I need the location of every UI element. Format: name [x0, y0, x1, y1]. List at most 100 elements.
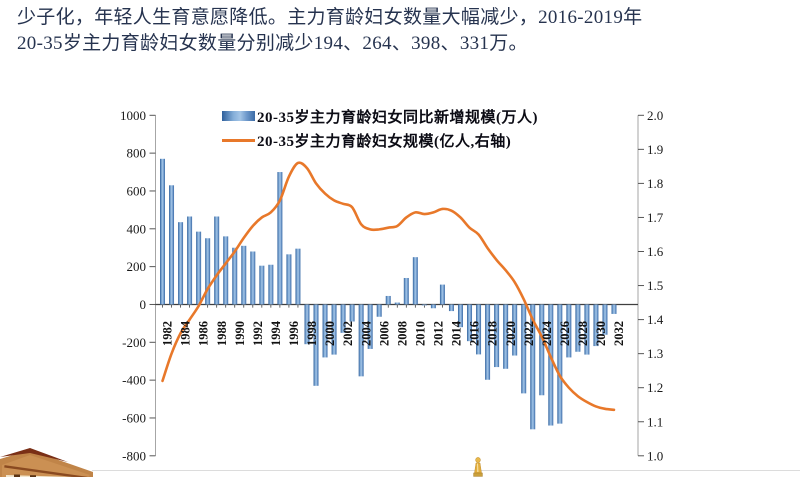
legend-row-bar: 20-35岁主力育龄妇女同比新增规模(万人) — [222, 104, 538, 128]
left-axis-tick-label: -200 — [122, 335, 146, 350]
yoy-change-bar — [385, 295, 391, 305]
yoy-change-bar — [539, 304, 545, 396]
bar-series-swatch-icon — [222, 111, 255, 121]
headline-line-1: 少子化，年轻人生育意愿降低。主力育龄妇女数量大幅减少，2016-2019年 — [17, 7, 643, 28]
x-axis-year-label: 1992 — [251, 321, 265, 346]
yoy-change-bar — [160, 158, 165, 305]
yoy-change-bar — [557, 304, 563, 424]
headline-line-2: 20-35岁主力育龄妇女数量分别减少194、264、398、331万。 — [17, 33, 528, 54]
yoy-change-bar — [530, 304, 536, 430]
yoy-change-bar — [412, 257, 418, 305]
left-axis-tick-label: -400 — [122, 373, 146, 388]
left-axis-tick-label: 400 — [127, 221, 147, 236]
yoy-change-bar — [430, 304, 436, 309]
yoy-change-bar — [286, 254, 292, 305]
women-scale-line — [161, 161, 616, 412]
x-axis-year-label: 2010 — [413, 321, 427, 346]
x-axis-year-label: 1988 — [215, 321, 229, 346]
left-axis-tick-label: 200 — [127, 259, 147, 274]
x-axis-year-label: 2020 — [504, 321, 518, 346]
yoy-change-bar — [439, 284, 445, 305]
line-series-swatch-icon — [222, 138, 255, 142]
x-axis-year-label: 2028 — [576, 321, 590, 346]
right-axis-tick-label: 1.5 — [647, 278, 663, 293]
yoy-change-bar — [178, 222, 184, 305]
yoy-change-bar — [214, 216, 220, 305]
x-axis-year-label: 2012 — [432, 321, 446, 346]
yoy-change-bar — [304, 304, 310, 345]
yoy-change-bar — [593, 304, 599, 347]
x-axis-year-label: 1998 — [305, 321, 319, 346]
yoy-change-bar — [403, 277, 409, 305]
x-axis-year-label: 2006 — [377, 321, 391, 346]
x-axis-year-label: 1990 — [233, 321, 247, 346]
yoy-change-bar — [340, 304, 346, 333]
yoy-change-bar — [349, 304, 355, 322]
yoy-change-bar — [602, 304, 608, 335]
x-axis-year-label: 2000 — [323, 321, 337, 346]
yoy-change-bar — [358, 304, 364, 377]
gold-figurine-icon — [473, 457, 483, 477]
right-axis-tick-label: 1.9 — [647, 142, 663, 157]
yoy-change-bar — [187, 216, 193, 305]
yoy-change-bar — [259, 265, 265, 305]
yoy-change-bar — [205, 238, 211, 305]
x-axis-year-label: 2026 — [558, 321, 572, 346]
x-axis-year-label: 2022 — [522, 321, 536, 346]
yoy-change-bar — [421, 304, 427, 306]
x-axis-year-label: 2014 — [450, 320, 464, 346]
yoy-change-bar — [196, 231, 202, 305]
right-axis-tick-label: 2.0 — [647, 108, 663, 123]
right-axis-tick-label: 1.7 — [647, 210, 664, 225]
yoy-change-bar — [268, 264, 274, 305]
yoy-change-bar — [223, 236, 229, 305]
building-photo-fragment — [0, 448, 93, 477]
left-axis-tick-label: -600 — [122, 410, 146, 425]
yoy-change-bar — [232, 247, 238, 305]
x-axis-year-label: 1996 — [287, 321, 301, 346]
yoy-change-bar — [575, 304, 581, 352]
axis-tick-labels: 10008006004002000-200-400-600-8002.01.91… — [120, 108, 664, 463]
yoy-change-bar — [241, 245, 247, 305]
headline-text: 少子化，年轻人生育意愿降低。主力育龄妇女数量大幅减少，2016-2019年 20… — [17, 5, 789, 57]
right-axis-tick-label: 1.2 — [647, 380, 663, 395]
yoy-change-bar — [467, 304, 473, 342]
x-axis-year-label: 2032 — [612, 321, 626, 346]
yoy-change-bar — [503, 304, 509, 369]
yoy-change-bar — [376, 304, 382, 317]
bar-series — [160, 158, 617, 430]
x-axis-year-label: 1982 — [161, 321, 175, 346]
right-axis-tick-label: 1.8 — [647, 176, 663, 191]
yoy-change-bar — [277, 172, 283, 305]
yoy-change-bar — [313, 304, 319, 386]
line-series — [161, 161, 616, 412]
yoy-change-bar — [512, 304, 518, 356]
left-axis-tick-label: 1000 — [120, 108, 146, 123]
x-axis-year-label: 2030 — [594, 321, 608, 346]
yoy-change-bar — [331, 304, 337, 355]
yoy-change-bar — [584, 304, 590, 355]
yoy-change-bar — [394, 302, 400, 305]
yoy-change-bar — [448, 304, 454, 312]
right-axis-tick-label: 1.4 — [647, 312, 664, 327]
x-axis-year-label: 2016 — [468, 321, 482, 346]
x-axis-year-label: 1984 — [179, 320, 193, 346]
x-axis-year-label: 1994 — [269, 320, 283, 346]
bottom-divider-line — [92, 470, 800, 471]
left-axis-tick-label: 600 — [127, 183, 147, 198]
x-axis-year-label: 2002 — [341, 321, 355, 346]
yoy-change-bar — [521, 304, 527, 394]
yoy-change-bar — [250, 251, 256, 305]
x-axis-year-label: 1986 — [197, 321, 211, 346]
yoy-change-bar — [295, 248, 301, 305]
yoy-change-bar — [566, 304, 572, 358]
yoy-change-bar — [494, 304, 500, 368]
line-series-label: 20-35岁主力育龄妇女规模(亿人,右轴) — [257, 133, 512, 150]
legend-row-line: 20-35岁主力育龄妇女规模(亿人,右轴) — [222, 128, 538, 152]
x-axis-year-label: 2018 — [486, 321, 500, 346]
x-axis-year-label: 2024 — [540, 320, 554, 346]
right-axis-tick-label: 1.0 — [647, 448, 663, 463]
yoy-change-bar — [457, 304, 463, 328]
yoy-change-bar — [485, 304, 491, 380]
